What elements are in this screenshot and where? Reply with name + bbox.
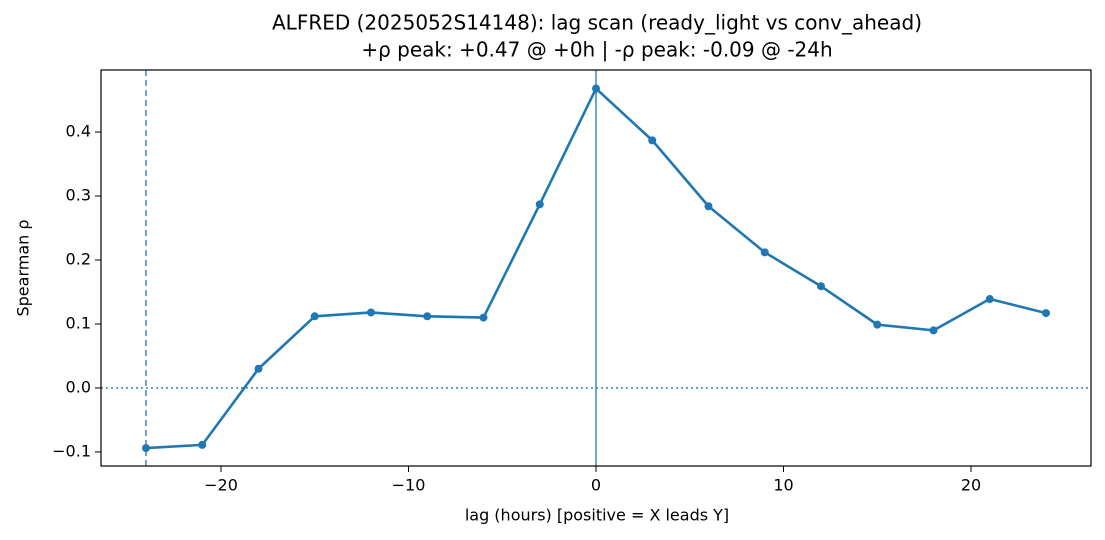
data-point <box>760 248 769 257</box>
y-tick-label: 0.3 <box>66 186 91 205</box>
data-point <box>648 136 657 145</box>
data-point <box>1042 309 1050 318</box>
data-point <box>817 282 825 291</box>
x-tick-label: −20 <box>204 476 238 495</box>
data-point <box>704 202 713 211</box>
y-tick-label: 0.4 <box>66 122 91 141</box>
x-axis-label: lag (hours) [positive = X leads Y] <box>465 506 729 525</box>
data-point <box>592 84 600 93</box>
data-point <box>873 320 882 329</box>
data-point <box>423 312 432 321</box>
data-point <box>198 440 207 449</box>
chart-title: ALFRED (2025052S14148): lag scan (ready_… <box>272 11 922 35</box>
data-point <box>142 444 150 453</box>
data-point <box>985 295 994 304</box>
data-point <box>310 312 319 321</box>
y-tick-label: 0.1 <box>66 313 91 332</box>
y-tick-label: 0.2 <box>66 250 91 269</box>
x-tick-label: −10 <box>392 476 426 495</box>
data-point <box>479 313 488 322</box>
plot-frame <box>100 69 1092 467</box>
y-tick-label: −0.1 <box>52 441 91 460</box>
x-tick-label: 0 <box>591 476 601 495</box>
x-tick-label: 20 <box>961 476 981 495</box>
x-tick-label: 10 <box>773 476 793 495</box>
data-point <box>254 364 263 373</box>
chart-subtitle: +ρ peak: +0.47 @ +0h | -ρ peak: -0.09 @ … <box>361 38 832 62</box>
data-point <box>367 308 375 317</box>
data-point <box>535 200 544 209</box>
y-tick-label: 0.0 <box>66 377 91 396</box>
y-axis-label: Spearman ρ <box>14 219 33 316</box>
data-point <box>929 326 938 335</box>
